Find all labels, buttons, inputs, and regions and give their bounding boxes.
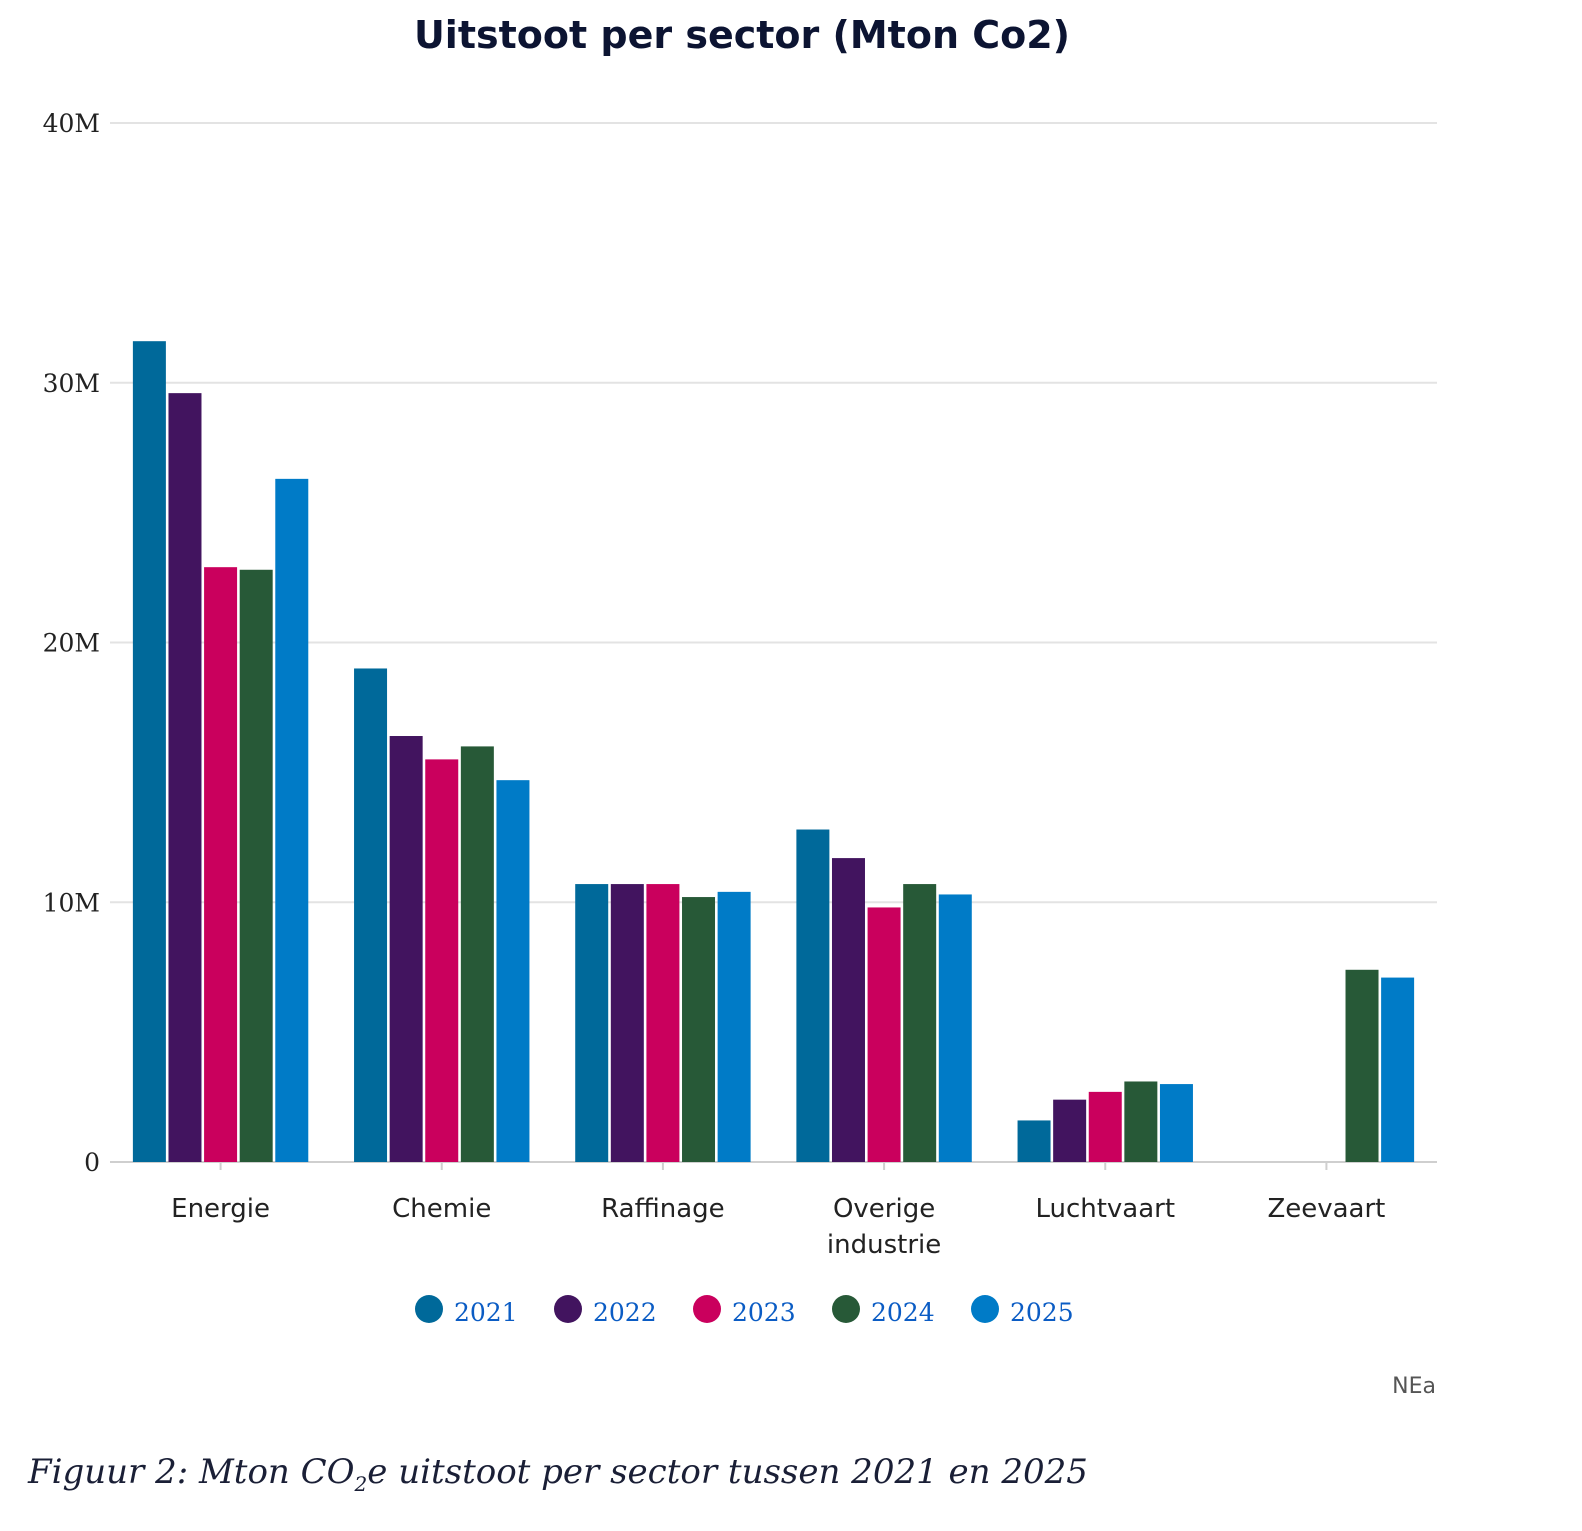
caption-prefix: Figuur 2: Mton CO (28, 1452, 355, 1492)
bar (239, 569, 273, 1162)
bar (903, 884, 937, 1162)
bar (168, 393, 202, 1162)
bar (575, 884, 609, 1162)
y-tick-label: 0 (84, 1148, 100, 1177)
y-tick-label: 20M (43, 629, 100, 658)
gridlines (110, 122, 1437, 1163)
y-axis: 0 10M 20M 30M 40M (43, 109, 100, 1177)
x-tick-label: Chemie (392, 1194, 491, 1224)
bar (354, 668, 388, 1162)
legend-marker[interactable] (971, 1295, 999, 1323)
bar (796, 829, 830, 1162)
legend-marker[interactable] (415, 1295, 443, 1323)
x-tick-label: Energie (171, 1194, 270, 1224)
y-tick-label: 40M (43, 109, 100, 138)
chart-title: Uitstoot per sector (Mton Co2) (414, 13, 1070, 57)
bar (1381, 977, 1415, 1162)
bar (132, 341, 166, 1162)
legend-marker[interactable] (554, 1295, 582, 1323)
x-tick-label-line: industrie (827, 1230, 941, 1260)
bar-chart: Uitstoot per sector (Mton Co2) 0 10M 20M 30… (43, 13, 1437, 1399)
x-tick-label-line: Energie (171, 1194, 270, 1224)
bar (1345, 969, 1379, 1162)
x-tick-label-line: Raffinage (601, 1194, 724, 1224)
x-tick-label: Raffinage (601, 1194, 724, 1224)
legend-marker[interactable] (832, 1295, 860, 1323)
bar (610, 884, 644, 1162)
figure-caption: Figuur 2: Mton CO2e uitstoot per sector … (28, 1452, 1088, 1496)
x-tick-label-line: Luchtvaart (1035, 1194, 1175, 1224)
bar (389, 736, 423, 1162)
bar (1017, 1120, 1051, 1162)
legend-label[interactable]: 2024 (871, 1298, 935, 1327)
x-tick-label-line: Zeevaart (1267, 1194, 1385, 1224)
caption-subscript: 2 (354, 1471, 368, 1496)
legend-label[interactable]: 2022 (593, 1298, 657, 1327)
bar (1088, 1091, 1122, 1162)
bar (938, 894, 972, 1162)
x-tick-label: Zeevaart (1267, 1194, 1385, 1224)
legend-label[interactable]: 2023 (732, 1298, 796, 1327)
y-tick-label: 10M (43, 888, 100, 917)
bar (867, 907, 901, 1162)
bar (1053, 1099, 1087, 1162)
bar (204, 567, 238, 1162)
y-tick-label: 30M (43, 369, 100, 398)
bar (496, 780, 530, 1162)
x-tick-label: Luchtvaart (1035, 1194, 1175, 1224)
bar (717, 891, 751, 1162)
x-tick-label-line: Overige (833, 1194, 935, 1224)
legend-label[interactable]: 2021 (454, 1298, 518, 1327)
x-axis: Energie Chemie Raffinage Overige industrie Lu… (171, 1162, 1385, 1260)
bar (425, 759, 459, 1162)
bar (646, 884, 680, 1162)
bars (132, 341, 1415, 1162)
x-tick-label: Overige industrie (827, 1194, 941, 1260)
legend: 2021 2022 2023 2024 2025 (415, 1295, 1074, 1327)
bar (682, 897, 716, 1162)
bar (275, 478, 309, 1162)
bar (1159, 1084, 1193, 1162)
source-label: NEa (1392, 1374, 1436, 1399)
bar (831, 858, 865, 1162)
bar (1124, 1081, 1158, 1162)
legend-label[interactable]: 2025 (1010, 1298, 1074, 1327)
x-tick-label-line: Chemie (392, 1194, 491, 1224)
bar (460, 746, 494, 1162)
legend-marker[interactable] (693, 1295, 721, 1323)
caption-suffix: e uitstoot per sector tussen 2021 en 202… (367, 1452, 1088, 1492)
